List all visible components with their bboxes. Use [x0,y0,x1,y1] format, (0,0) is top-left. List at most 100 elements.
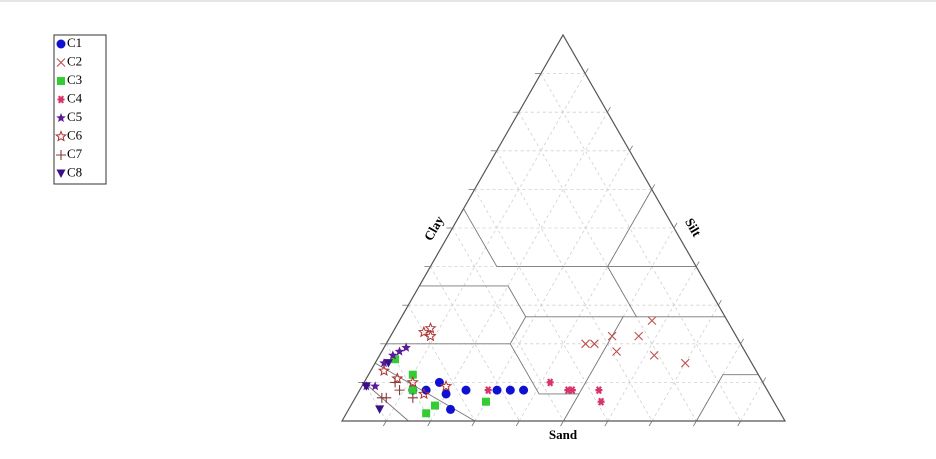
point [680,358,690,368]
tick [693,420,697,427]
legend-label: C5 [67,109,82,124]
point [406,376,419,388]
tick [762,377,767,383]
class-boundary [386,316,527,345]
tick [515,420,520,427]
silt-axis-label: Silt [682,215,705,239]
point [394,346,405,356]
legend-marker [56,58,66,67]
point [401,342,411,352]
legend-label: C1 [67,35,82,50]
legend: C1 C2 C3 C4 C5 C6 C7 C8 [53,34,107,185]
point [422,409,431,418]
point [383,359,393,368]
point [370,381,380,391]
legend-label: C8 [67,164,82,179]
tick [560,420,564,427]
grid-line [430,112,608,422]
point [417,387,430,400]
point [568,386,576,395]
tick [629,145,633,152]
tick [695,261,700,267]
point [519,385,529,395]
point [379,358,389,368]
point [505,385,515,395]
point [461,385,471,395]
class-boundary [509,316,624,395]
point [408,370,417,379]
point [492,385,502,395]
point [595,386,603,395]
point [394,385,405,396]
tick [607,106,611,113]
point [431,401,440,410]
point [361,382,371,391]
grid-line [740,382,764,422]
point [612,347,621,356]
point [484,386,492,395]
tick [471,420,476,427]
points [361,316,690,418]
legend-marker [56,113,66,123]
point [607,331,617,341]
tick [427,420,431,427]
point [391,372,404,384]
point [590,339,599,349]
class-boundary [696,374,759,422]
point [388,350,398,360]
class-boundary [607,266,637,318]
class-boundary [463,208,697,268]
tick [737,420,742,427]
point [381,392,392,403]
grid-line [518,112,697,422]
legend-marker [56,150,66,160]
legend-label: C7 [67,146,83,161]
point [597,397,605,406]
grid [363,73,764,422]
tick [584,68,589,74]
grid-line [474,150,630,422]
point [407,392,418,403]
point [581,339,590,349]
point [390,377,401,388]
point [391,355,400,364]
point [375,405,385,414]
point [424,329,437,342]
legend-marker [54,130,68,142]
legend-label: C6 [67,127,83,142]
point [446,404,456,414]
tick [648,420,653,427]
class-boundary [507,285,726,318]
grid-line [496,150,653,422]
sand-axis-label: Sand [549,427,578,442]
grid-line [540,73,742,422]
point [441,389,451,399]
legend-label: C4 [67,90,83,105]
point [634,331,644,341]
tick [651,184,656,190]
class-boundary [563,393,580,422]
tick [740,338,744,345]
ticks [358,68,767,427]
point [417,325,430,338]
grid-line [452,227,564,422]
tick [382,420,387,427]
point [377,364,391,376]
class-boundary [607,189,653,267]
point [649,350,659,360]
legend-marker [57,95,65,104]
tick [604,420,609,427]
legend-label: C2 [67,53,82,68]
grid-line [407,305,476,422]
point [546,378,554,387]
legend-marker [57,77,65,85]
point [408,386,417,395]
tick [718,299,722,306]
legend-box [53,34,107,185]
point [481,397,490,406]
point [647,316,657,326]
point [440,379,453,392]
legend-marker [56,39,66,49]
